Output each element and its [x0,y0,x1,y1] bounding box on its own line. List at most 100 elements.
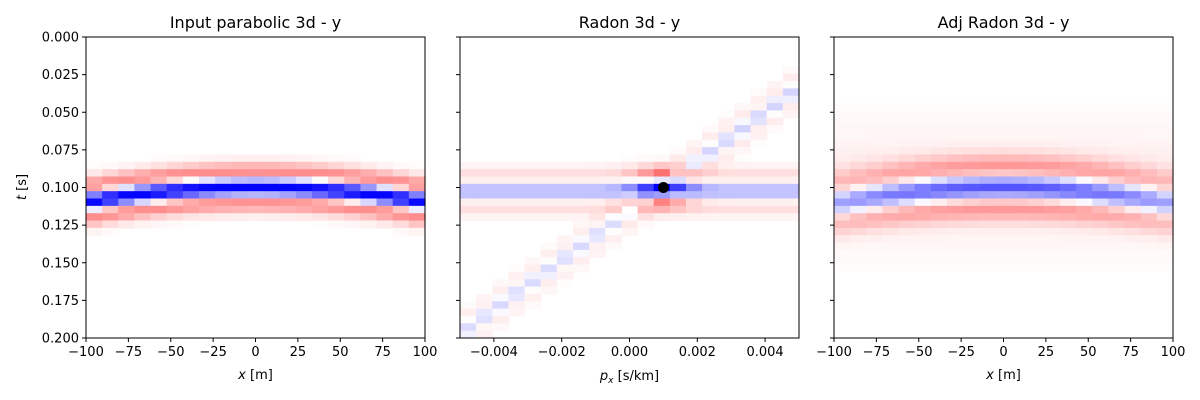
heatmap-cell [882,205,900,214]
heatmap-cell [1124,125,1142,134]
heatmap-cell [1011,235,1029,244]
heatmap-cell [215,213,232,222]
heatmap-cell [686,154,703,163]
heatmap-cell [460,330,477,339]
heatmap-cell [556,183,574,192]
heatmap-cell [476,191,493,200]
heatmap-cell [1108,235,1126,244]
heatmap-cell [1027,110,1045,119]
heatmap-cell [589,249,606,258]
heatmap-cell [914,161,932,170]
heatmap-cell [914,257,932,266]
heatmap-cell [1060,235,1077,244]
heatmap-cell [344,183,362,192]
heatmap-cell [182,191,200,200]
heatmap-cell [995,132,1013,141]
heatmap-cell [460,169,477,178]
heatmap-cell [360,169,378,178]
heatmap-cell [734,117,752,126]
heatmap-cell [914,110,932,119]
heatmap-cell [573,213,590,222]
heatmap-cell [1124,169,1142,178]
heatmap-cell [1027,103,1045,112]
panel-title: Input parabolic 3d - y [170,13,341,32]
heatmap-cell [963,169,980,178]
x-tick-label: 50 [332,345,349,360]
heatmap-cell [898,139,916,148]
heatmap-cell [963,242,980,251]
heatmap-cell [882,125,900,134]
heatmap-cell [1140,139,1158,148]
heatmap-cell [686,176,703,185]
heatmap-cell [1076,110,1093,119]
heatmap-cell [573,264,590,273]
heatmap-cell [834,220,851,229]
heatmap-cell [718,198,736,207]
heatmap-cell [1043,257,1061,266]
heatmap-cell [573,183,590,192]
heatmap-cell [766,213,784,222]
heatmap-cell [392,169,410,178]
heatmap-cell [556,161,574,170]
heatmap-cell [556,257,574,266]
heatmap-cell [1076,161,1093,170]
heatmap-cell [834,183,851,192]
heatmap-cell [1076,183,1093,192]
heatmap-cell [979,117,997,126]
heatmap-cell [1108,110,1126,119]
heatmap-cell [360,176,378,185]
heatmap-cell [866,183,884,192]
radon-peak-marker [657,182,669,193]
heatmap-cell [1027,169,1045,178]
heatmap-cell [750,88,768,97]
heatmap-cell [150,213,168,222]
heatmap-cell [963,103,980,112]
heatmap-cell [605,235,623,244]
heatmap-cell [898,242,916,251]
heatmap-cell [621,227,639,236]
heatmap-cell [979,125,997,134]
heatmap-cell [734,213,752,222]
x-tick-label: 0 [999,345,1007,360]
heatmap-cell [1156,103,1174,112]
heatmap-cell [102,198,119,207]
x-tick-label: −25 [199,345,226,360]
heatmap-cell [1027,154,1045,163]
heatmap-cell [1124,198,1142,207]
y-tick-label: 0.200 [42,332,79,347]
heatmap-cell [408,220,426,229]
heatmap-cell [1124,213,1142,222]
heatmap-cell [1092,249,1110,258]
heatmap-cell [134,198,152,207]
heatmap-cell [540,176,558,185]
heatmap-cell [86,213,103,222]
heatmap-cell [1076,264,1093,273]
heatmap-cell [914,264,932,273]
heatmap-cell [850,227,867,236]
heatmap-cell [995,147,1013,156]
heatmap-cell [1140,176,1158,185]
heatmap-cell [589,205,606,214]
heatmap-cell [231,198,249,207]
heatmap-cell [605,242,623,251]
heatmap-cell [995,103,1013,112]
heatmap-cell [1092,213,1110,222]
heatmap-cell [460,323,477,332]
heatmap-cell [914,103,932,112]
heatmap-cell [621,161,639,170]
heatmap-cell [621,191,639,200]
heatmap-cell [734,132,752,141]
heatmap-cell [573,220,590,229]
x-tick-label: −50 [905,345,932,360]
heatmap-cell [1140,227,1158,236]
heatmap-cell [1124,235,1142,244]
heatmap-cell [782,103,800,112]
heatmap-cell [898,191,916,200]
heatmap-cell [834,235,851,244]
heatmap-cell [866,154,884,163]
heatmap-cell [392,220,410,229]
heatmap-cell [556,249,574,258]
heatmap-cell [653,161,671,170]
heatmap-cell [995,176,1013,185]
heatmap-cell [508,161,526,170]
